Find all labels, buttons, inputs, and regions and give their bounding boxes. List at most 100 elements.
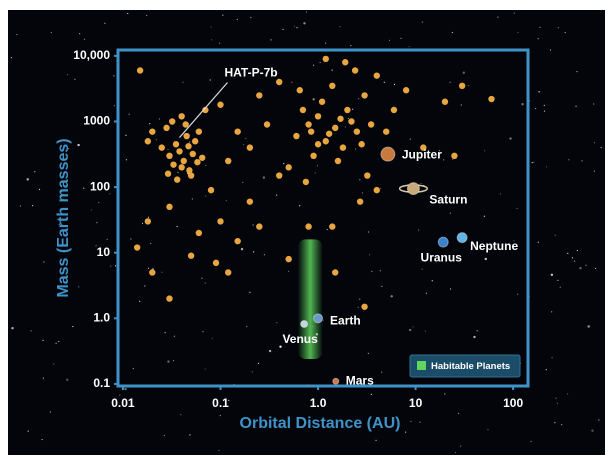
- exoplanet-point: [358, 141, 365, 148]
- star: [158, 118, 161, 120]
- star: [38, 188, 41, 190]
- star: [545, 369, 547, 371]
- planet: [437, 236, 449, 248]
- star: [566, 393, 569, 395]
- y-tick-label: 0.1: [93, 376, 110, 390]
- star: [554, 422, 556, 424]
- exoplanet-point: [164, 170, 172, 177]
- star: [537, 241, 539, 243]
- planet-label: Uranus: [421, 250, 463, 264]
- star: [279, 345, 282, 348]
- star: [72, 325, 74, 328]
- habitable-zone: [297, 239, 323, 359]
- star: [550, 273, 554, 276]
- star: [585, 264, 587, 266]
- exoplanet-point: [172, 141, 180, 148]
- exoplanet-point: [305, 121, 312, 128]
- star: [90, 209, 92, 211]
- star: [303, 22, 306, 25]
- star: [497, 16, 499, 18]
- star: [225, 200, 227, 202]
- exoplanet-point: [293, 132, 300, 140]
- star: [201, 277, 203, 279]
- star: [381, 371, 383, 373]
- exoplanet-point: [285, 255, 292, 263]
- star: [119, 394, 121, 396]
- exoplanet-point: [234, 237, 241, 245]
- star: [559, 286, 561, 288]
- x-tick-label: 10: [409, 396, 423, 410]
- star: [127, 12, 129, 15]
- exoplanet-point: [256, 92, 263, 99]
- star: [581, 160, 583, 162]
- star: [114, 265, 117, 267]
- star: [367, 231, 370, 233]
- star: [243, 144, 245, 146]
- star: [270, 39, 272, 41]
- star: [412, 326, 414, 328]
- star: [191, 198, 193, 200]
- star: [352, 108, 354, 110]
- star: [189, 434, 191, 436]
- background: [8, 10, 605, 455]
- legend-swatch: [417, 361, 426, 370]
- star: [449, 212, 451, 214]
- star: [11, 326, 14, 330]
- star: [16, 33, 18, 36]
- exoplanet-point: [136, 67, 144, 74]
- y-axis-title: Mass (Earth masses): [55, 138, 72, 297]
- star: [27, 430, 29, 432]
- star: [202, 331, 204, 333]
- star: [359, 298, 361, 300]
- star: [53, 363, 55, 365]
- exoplanet-point: [263, 121, 271, 128]
- planet-label: Venus: [282, 332, 318, 346]
- exoplanet-point: [225, 269, 232, 276]
- star: [83, 187, 85, 189]
- exoplanet-point: [296, 87, 303, 94]
- planet-label: Jupiter: [402, 147, 442, 161]
- star: [150, 242, 152, 244]
- star: [571, 257, 574, 259]
- star: [253, 251, 255, 253]
- star: [516, 207, 518, 210]
- star: [182, 81, 184, 83]
- star: [567, 252, 569, 254]
- star: [43, 261, 45, 263]
- star: [125, 134, 127, 136]
- star: [257, 362, 260, 364]
- exoplanet-point: [149, 128, 156, 135]
- star: [19, 205, 22, 207]
- star: [296, 27, 298, 29]
- star: [473, 335, 476, 339]
- exoplanet-point: [183, 132, 190, 140]
- star: [545, 166, 548, 168]
- star: [268, 349, 272, 353]
- star: [543, 110, 546, 112]
- star: [245, 137, 247, 140]
- star: [262, 176, 266, 179]
- exoplanet-point: [337, 115, 344, 122]
- legend-box: [409, 354, 521, 378]
- exoplanet-point: [246, 144, 254, 151]
- planet-label: Mars: [346, 373, 374, 387]
- exoplanet-point: [207, 186, 215, 194]
- star: [287, 270, 290, 272]
- star: [381, 285, 383, 287]
- star: [316, 165, 319, 167]
- star: [388, 39, 391, 41]
- y-tick-label: 10: [97, 245, 111, 259]
- stars: [10, 11, 602, 454]
- star: [438, 150, 441, 152]
- star: [564, 31, 566, 34]
- star: [155, 139, 157, 141]
- star: [252, 224, 254, 226]
- star: [222, 14, 224, 16]
- exoplanet-point: [195, 229, 203, 237]
- star: [557, 27, 559, 29]
- exoplanet-point: [344, 106, 351, 114]
- exoplanet-point: [166, 203, 173, 211]
- star: [410, 420, 412, 423]
- exoplanet-point: [195, 128, 203, 135]
- star: [587, 325, 590, 328]
